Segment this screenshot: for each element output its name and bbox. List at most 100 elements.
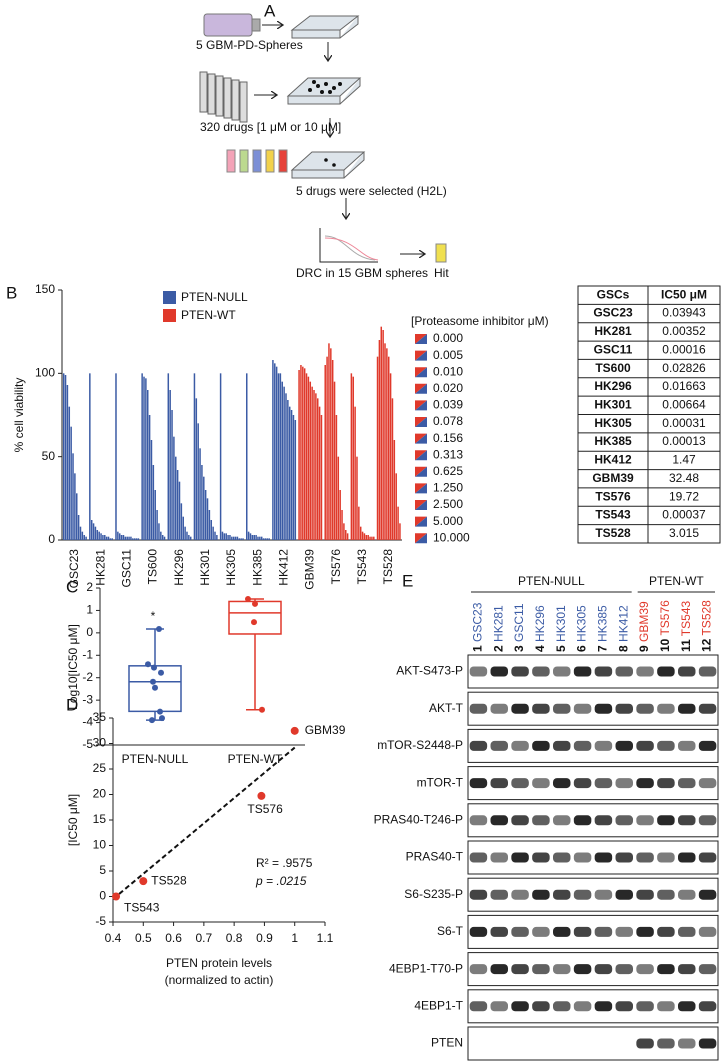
band: [698, 740, 717, 751]
legend-label: 2.500: [433, 497, 463, 511]
bar: [307, 376, 310, 540]
lane-name: HK385: [596, 605, 610, 642]
point: [158, 669, 164, 676]
band: [511, 889, 529, 900]
bar: [184, 526, 186, 540]
bar: [90, 520, 93, 540]
bar: [313, 390, 315, 540]
blot-frame: [467, 914, 719, 949]
band: [511, 815, 529, 826]
bar: [111, 538, 113, 540]
x-tick-label: 0.4: [105, 931, 122, 945]
band: [532, 889, 550, 900]
bar: [367, 535, 369, 540]
bar: [324, 365, 326, 540]
y-tick-label: 2: [86, 580, 93, 594]
annotation: R² = .9575: [256, 856, 313, 870]
y-tick-label: -5: [95, 914, 106, 928]
bar: [290, 410, 293, 540]
lane-number: 1: [471, 645, 485, 652]
band: [532, 926, 550, 937]
workflow-drawing: [199, 13, 447, 263]
band: [553, 852, 571, 863]
bar: [173, 436, 175, 540]
table-cell: 0.02826: [662, 361, 706, 375]
bar: [62, 373, 65, 540]
bar: [315, 393, 317, 540]
point-label: TS528: [151, 873, 187, 887]
legend-label: 1.250: [433, 481, 463, 495]
lane-name: HK412: [616, 605, 630, 642]
x-tick-label: 0.6: [165, 931, 182, 945]
band: [532, 778, 550, 789]
blot-row-label: 4EBP1-T: [414, 998, 463, 1012]
bar: [92, 523, 95, 540]
band: [469, 852, 488, 863]
band: [657, 926, 675, 937]
bar: [68, 406, 71, 540]
bar: [169, 390, 171, 540]
lane-label: 1 GSC23: [471, 602, 485, 652]
band: [490, 815, 508, 826]
bar: [120, 535, 123, 540]
lane-name: TS543: [679, 601, 693, 637]
band: [678, 1038, 696, 1049]
legend-swatch: [415, 533, 427, 544]
bar: [124, 536, 127, 540]
bar: [259, 536, 261, 540]
bar: [255, 535, 257, 540]
bar: [234, 536, 237, 540]
y-tick-label: 5: [99, 863, 106, 877]
legend-label: 0.313: [433, 447, 463, 461]
band: [615, 852, 633, 863]
band: [698, 666, 717, 677]
point: [252, 600, 258, 607]
bar: [279, 373, 282, 540]
y-tick-label: 50: [42, 449, 56, 463]
bar: [305, 373, 308, 540]
table-cell: HK301: [594, 397, 632, 411]
band: [490, 964, 508, 975]
blot-row-label: mTOR-S2448-P: [377, 738, 463, 752]
table-cell: 0.01663: [662, 379, 706, 393]
blot-frame: [467, 877, 719, 912]
table-cell: 0.03943: [662, 306, 706, 320]
blot-frame: [467, 952, 719, 987]
y-tick-label: -1: [82, 647, 93, 661]
table-header: IC50 μM: [661, 287, 707, 301]
bar: [163, 536, 166, 540]
bar: [359, 526, 362, 540]
bar: [152, 465, 155, 540]
bar: [199, 448, 201, 540]
lane-number: 6: [575, 645, 589, 652]
bar: [380, 326, 383, 540]
band: [636, 778, 654, 789]
bar: [64, 375, 67, 540]
bar: [330, 348, 332, 540]
table-cell: 0.00013: [662, 434, 706, 448]
band: [594, 964, 613, 975]
legend-label: PTEN-WT: [181, 308, 236, 322]
band: [553, 964, 571, 975]
bar: [288, 406, 291, 540]
bar: [251, 535, 254, 540]
bar: [105, 536, 108, 540]
band: [698, 778, 717, 789]
point: [157, 708, 163, 715]
bar: [378, 340, 381, 540]
bar: [154, 490, 156, 540]
x-tick-label: TS528: [381, 549, 395, 585]
legend-swatch: [415, 383, 427, 394]
band: [636, 666, 654, 677]
bar: [240, 538, 242, 540]
band: [678, 666, 696, 677]
axis-title: Log10[IC50 μM]: [66, 624, 80, 710]
band: [594, 740, 613, 751]
blot-frame: [467, 840, 719, 875]
x-tick-label: TS543: [355, 549, 369, 585]
bar: [268, 538, 270, 540]
bar: [260, 536, 263, 540]
axis-title: (normalized to actin): [165, 973, 274, 987]
legend-swatch: [415, 450, 427, 461]
legend-swatch: [415, 400, 427, 411]
